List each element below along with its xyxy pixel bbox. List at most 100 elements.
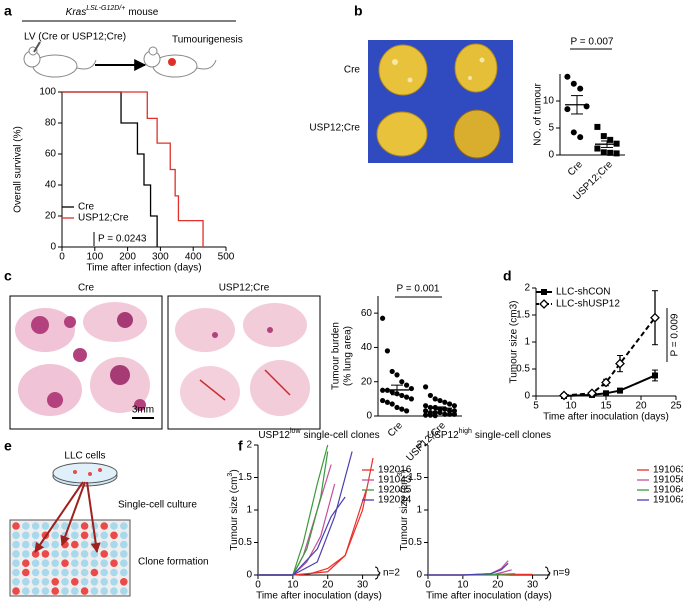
growth-curve <box>258 490 367 576</box>
legend-label: LLC-shUSP12 <box>556 299 620 310</box>
well <box>90 568 99 577</box>
data-point <box>587 388 597 399</box>
well <box>120 568 128 577</box>
well <box>51 559 59 567</box>
superscript: 3 <box>227 473 234 477</box>
y-tick-label: 0 <box>50 242 56 253</box>
data-point <box>603 390 609 397</box>
well <box>41 587 50 595</box>
x-tick-label: 15 <box>600 401 612 412</box>
data-point <box>404 382 410 388</box>
text-part: Tumour size (cm <box>229 477 240 551</box>
legend-label: 192024 <box>378 495 412 506</box>
y-tick-label: 2 <box>416 440 422 451</box>
data-point <box>384 348 390 354</box>
well <box>110 578 118 586</box>
y-axis-title: Tumour burden <box>331 322 342 390</box>
y-tick-label: 40 <box>45 180 57 191</box>
x-tick-label: 20 <box>322 580 334 591</box>
data-point <box>380 315 386 321</box>
well <box>71 559 79 567</box>
data-point <box>394 404 400 411</box>
arrows <box>34 481 101 553</box>
survival-curve <box>62 91 158 247</box>
panel-label: e <box>4 438 12 454</box>
y-axis-title: Tumour size (cm3) <box>509 301 520 384</box>
well <box>51 550 59 558</box>
x-tick-label: 0 <box>425 580 431 591</box>
data-point <box>594 123 601 130</box>
brace <box>374 566 381 580</box>
lung-photo <box>368 40 513 163</box>
mouse-header: KrasLSL-G12D/+ mouse <box>66 5 159 17</box>
well <box>110 559 118 567</box>
well <box>12 522 20 530</box>
well <box>31 578 40 586</box>
well <box>100 559 108 567</box>
well <box>12 559 20 567</box>
well <box>31 559 40 567</box>
data-point <box>437 397 443 404</box>
data-point <box>570 129 577 136</box>
x-tick-label: 500 <box>218 252 235 263</box>
well <box>110 522 118 530</box>
growth-curve <box>428 562 509 576</box>
data-point <box>432 396 438 402</box>
well <box>12 587 20 595</box>
data-point <box>389 389 395 395</box>
annotation: n=2 <box>383 568 400 579</box>
panel-label: b <box>354 3 363 19</box>
well <box>110 540 118 549</box>
image-title: USP12;Cre <box>219 283 270 294</box>
text-part: single-cell clones <box>475 430 551 441</box>
data-point <box>442 411 448 417</box>
well <box>22 568 30 577</box>
well <box>12 540 20 549</box>
well <box>61 550 69 558</box>
y-tick-label: 0 <box>366 411 372 422</box>
genotype: LSL-G12D/+ <box>86 5 125 12</box>
survival-curve <box>62 91 204 247</box>
well <box>41 522 50 530</box>
growth-curve <box>258 451 329 576</box>
x-tick-label: 300 <box>152 252 169 263</box>
step-label: Single-cell culture <box>118 500 197 511</box>
x-axis-title: Time after inoculation (days) <box>426 591 552 602</box>
chart-title: USP12low single-cell clones <box>258 428 379 440</box>
y-tick-label: 10 <box>543 96 555 107</box>
outcome-label: Tumourigenesis <box>172 35 243 46</box>
dish <box>52 462 118 487</box>
well <box>12 550 20 558</box>
data-point <box>427 392 433 399</box>
well <box>80 578 89 586</box>
well <box>71 522 79 530</box>
well <box>100 540 108 549</box>
data-point <box>427 404 433 411</box>
x-axis-title: Time after inoculation (days) <box>256 591 382 602</box>
y-tick-label: 0 <box>416 570 422 581</box>
y-tick-label: 20 <box>361 376 373 387</box>
histology-cre <box>9 295 163 430</box>
row-label: USP12;Cre <box>309 123 360 134</box>
panel-label: a <box>4 3 12 19</box>
legend-label: 191056 <box>653 475 683 486</box>
well <box>31 531 40 540</box>
well <box>120 578 128 586</box>
data-point <box>423 403 429 409</box>
well <box>80 550 89 558</box>
legend-label: 192005 <box>378 485 412 496</box>
x-tick-label: 5 <box>533 401 539 412</box>
well <box>31 568 40 577</box>
y-tick-label: 0.5 <box>408 537 422 548</box>
well <box>51 568 59 577</box>
text-part: single-cell clones <box>304 430 380 441</box>
well <box>31 587 40 595</box>
well <box>12 578 20 586</box>
y-axis-title: Tumour size (cm3) <box>397 469 409 550</box>
well <box>22 531 30 540</box>
chart-title: USP12high single-cell clones <box>427 428 551 440</box>
well <box>41 568 50 577</box>
well <box>51 540 59 549</box>
y-tick-label: 40 <box>361 342 373 353</box>
y-tick-label: 1.5 <box>408 472 422 483</box>
